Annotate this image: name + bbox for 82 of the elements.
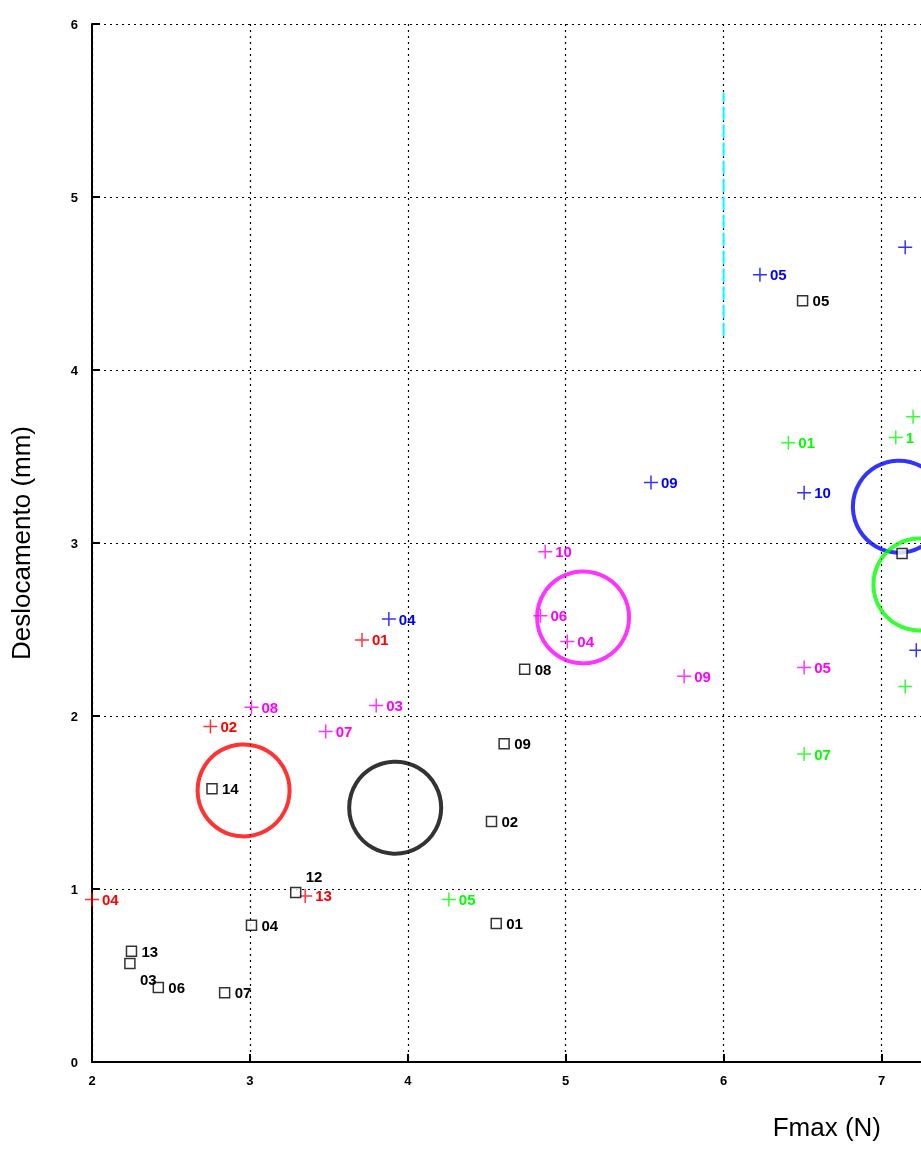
- annotation: 02: [501, 813, 519, 831]
- point: [125, 945, 138, 958]
- point: [243, 699, 260, 716]
- point: [218, 987, 231, 999]
- point: [559, 633, 576, 650]
- point: [643, 474, 659, 491]
- point: [381, 611, 397, 627]
- annotation: 05: [812, 292, 830, 310]
- point: [317, 723, 334, 740]
- point: [796, 746, 812, 762]
- annotation: 08: [261, 698, 279, 716]
- y-tick-label: 1: [70, 881, 78, 897]
- point: [752, 267, 768, 283]
- annotation: 13: [315, 887, 332, 905]
- annotation: 09: [694, 667, 711, 685]
- annotation: 03: [386, 697, 403, 715]
- x-tick-label: 4: [404, 1073, 413, 1088]
- annotation: 07: [234, 984, 252, 1002]
- annotation: 07: [814, 745, 831, 763]
- annotation: 04: [102, 890, 120, 908]
- annotation: 05: [769, 266, 787, 284]
- x-tick-label: 3: [246, 1073, 254, 1088]
- annotation: 12: [305, 867, 323, 885]
- annotation: 02: [220, 717, 238, 735]
- point: [676, 668, 692, 684]
- point: [796, 295, 809, 307]
- point: [897, 678, 913, 695]
- point: [780, 434, 797, 451]
- annotation: 06: [168, 979, 186, 997]
- annotation: 13: [141, 942, 159, 960]
- annotation: 05: [458, 890, 476, 908]
- point: [532, 607, 549, 624]
- annotation: 08: [534, 660, 552, 678]
- annotation: 10: [555, 543, 572, 561]
- annotation: 07: [335, 723, 353, 741]
- point: [897, 239, 913, 255]
- point: [124, 957, 136, 970]
- y-tick-label: 2: [70, 708, 78, 724]
- point: [498, 737, 510, 750]
- point: [485, 815, 498, 828]
- point: [347, 759, 444, 856]
- point: [354, 632, 370, 648]
- annotation: 14: [222, 780, 240, 798]
- annotation: 01: [372, 631, 389, 649]
- point: [796, 485, 812, 501]
- x-tick-label: 5: [562, 1073, 570, 1088]
- annotation: 04: [398, 610, 417, 628]
- annotation: 01: [506, 915, 523, 933]
- annotation: 1: [905, 428, 915, 446]
- point: [202, 718, 219, 735]
- point: [796, 659, 812, 676]
- x-tick-label: 2: [88, 1073, 96, 1088]
- point: [368, 697, 384, 714]
- point: [206, 782, 218, 795]
- y-tick-label: 3: [70, 535, 78, 551]
- annotation: 04: [261, 916, 279, 934]
- y-tick-label: 6: [70, 16, 78, 32]
- annotation: 03: [139, 970, 157, 988]
- point: [441, 891, 457, 908]
- annotation: 05: [814, 659, 831, 677]
- point: [905, 408, 921, 425]
- point: [245, 919, 258, 932]
- point: [490, 917, 502, 930]
- point: [537, 543, 553, 560]
- point: [289, 886, 302, 899]
- point: [887, 429, 904, 446]
- x-axis-title: Fmax (N): [772, 1112, 881, 1142]
- point: [896, 547, 908, 560]
- y-tick-label: 5: [70, 189, 78, 205]
- annotation: 06: [550, 607, 568, 625]
- y-axis-title: Deslocamento (mm): [6, 425, 36, 661]
- annotation: 09: [514, 735, 531, 753]
- annotation: 10: [814, 484, 831, 502]
- x-tick-label: 7: [877, 1073, 886, 1088]
- annotation: 01: [798, 434, 816, 452]
- y-tick-label: 0: [70, 1054, 78, 1070]
- annotation: 09: [660, 473, 678, 491]
- y-tick-label: 4: [70, 362, 79, 378]
- point: [84, 891, 100, 908]
- annotation: 04: [577, 633, 595, 651]
- point: [518, 663, 531, 676]
- x-tick-label: 6: [720, 1073, 728, 1088]
